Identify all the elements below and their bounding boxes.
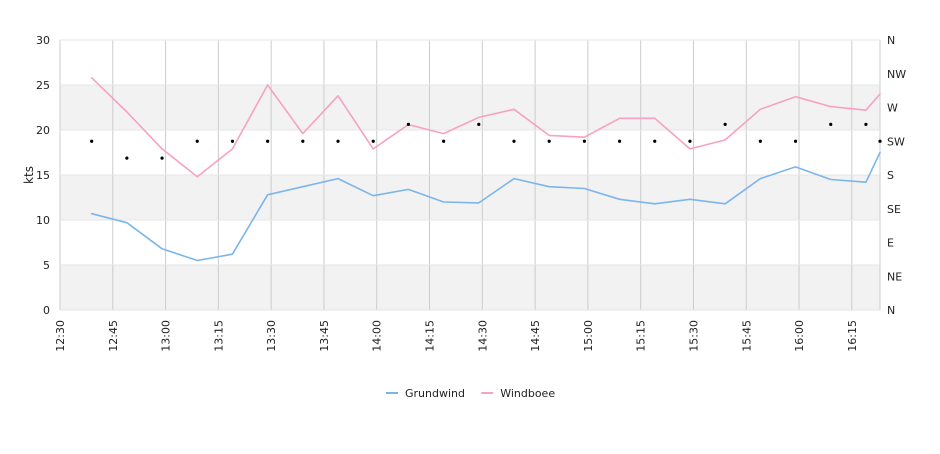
direction-tick-label: NE — [887, 270, 902, 283]
direction-marker — [758, 139, 762, 143]
direction-tick-label: SE — [887, 203, 901, 216]
x-tick-label: 13:00 — [160, 320, 173, 352]
direction-marker — [371, 139, 375, 143]
direction-marker — [688, 139, 692, 143]
direction-marker — [195, 139, 199, 143]
y-tick-label: 15 — [36, 169, 50, 182]
legend[interactable]: Grundwind Windboee — [386, 387, 555, 400]
y-axis-title: kts — [22, 166, 36, 184]
x-tick-label: 13:30 — [265, 320, 278, 352]
direction-marker — [547, 139, 551, 143]
x-tick-label: 12:45 — [107, 320, 120, 352]
direction-marker — [878, 139, 882, 143]
y-tick-label: 20 — [36, 124, 50, 137]
legend-item-grundwind[interactable]: Grundwind — [405, 387, 465, 400]
x-tick-label: 16:15 — [846, 320, 859, 352]
direction-marker — [160, 156, 164, 160]
plot-band — [60, 130, 880, 175]
x-tick-label: 15:00 — [582, 320, 595, 352]
series-lines — [90, 77, 881, 262]
direction-marker — [512, 139, 516, 143]
x-tick-label: 15:45 — [740, 320, 753, 352]
direction-marker — [301, 139, 305, 143]
y-tick-label: 5 — [43, 259, 50, 272]
direction-marker — [266, 139, 270, 143]
x-tick-label: 16:00 — [793, 320, 806, 352]
x-tick-label: 12:30 — [54, 320, 67, 352]
y-axis-ticks: 0 5 10 15 20 25 30 — [36, 34, 50, 317]
direction-tick-label: N — [887, 34, 895, 47]
direction-axis-ticks: N NE E SE S SW W NW N — [887, 34, 906, 317]
plot-band — [60, 85, 880, 130]
y-tick-label: 30 — [36, 34, 50, 47]
horizontal-gridlines — [60, 39, 880, 311]
plot-band — [60, 220, 880, 265]
legend-item-windboee[interactable]: Windboee — [500, 387, 555, 400]
y-tick-label: 0 — [43, 304, 50, 317]
plot-bands — [60, 40, 880, 310]
direction-tick-label: NW — [887, 68, 906, 81]
x-tick-label: 14:45 — [529, 320, 542, 352]
direction-marker — [477, 122, 481, 126]
x-tick-label: 13:45 — [318, 320, 331, 352]
x-tick-label: 15:30 — [687, 320, 700, 352]
direction-marker — [406, 122, 411, 126]
direction-tick-label: N — [887, 304, 895, 317]
x-tick-label: 14:15 — [424, 320, 437, 352]
direction-markers — [90, 122, 882, 160]
y-tick-label: 10 — [36, 214, 50, 227]
x-tick-label: 15:15 — [635, 320, 648, 352]
plot-band — [60, 40, 880, 85]
plot-band — [60, 175, 880, 220]
direction-tick-label: W — [887, 102, 898, 115]
series-line-grundwind[interactable] — [90, 151, 881, 262]
x-tick-label: 14:30 — [476, 320, 489, 352]
direction-marker — [336, 139, 340, 143]
direction-marker — [829, 122, 833, 126]
direction-marker — [864, 122, 868, 126]
direction-marker — [723, 122, 727, 126]
direction-tick-label: S — [887, 169, 894, 182]
direction-tick-label: E — [887, 237, 894, 250]
direction-marker — [442, 139, 446, 143]
series-line-windboee[interactable] — [90, 77, 881, 178]
direction-marker — [125, 156, 129, 160]
direction-marker — [617, 139, 622, 143]
direction-tick-label: SW — [887, 135, 905, 148]
direction-marker — [230, 139, 235, 143]
plot-band — [60, 265, 880, 310]
direction-marker — [582, 139, 586, 143]
direction-marker — [653, 139, 657, 143]
direction-marker — [90, 139, 94, 143]
y-tick-label: 25 — [36, 79, 50, 92]
x-tick-label: 13:15 — [212, 320, 225, 352]
direction-marker — [793, 139, 798, 143]
x-axis-ticks: 12:30 12:45 13:00 13:15 13:30 13:45 14:00 14:15… — [54, 320, 859, 352]
x-tick-label: 14:00 — [371, 320, 384, 352]
